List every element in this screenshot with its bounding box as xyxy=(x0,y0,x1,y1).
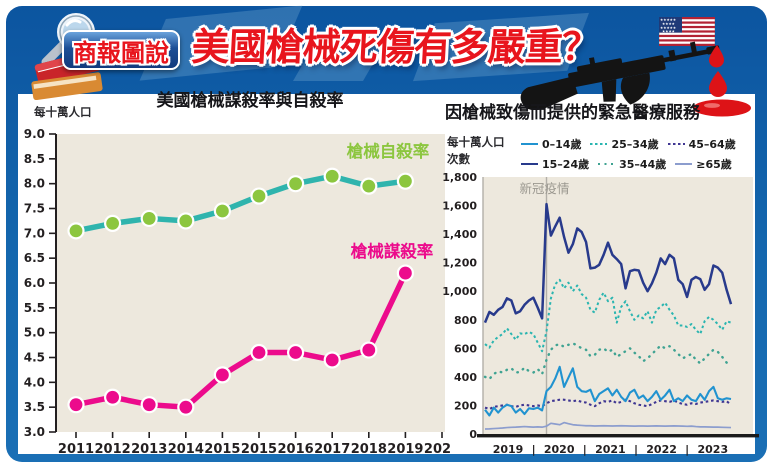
svg-text:新冠疫情: 新冠疫情 xyxy=(519,181,569,196)
svg-text:7.0: 7.0 xyxy=(24,226,45,240)
svg-text:槍械自殺率: 槍械自殺率 xyxy=(347,141,430,161)
legend-mark-icon xyxy=(675,162,693,166)
svg-text:★★★★★: ★★★★★ xyxy=(660,18,676,22)
svg-text:2021: 2021 xyxy=(595,443,626,456)
svg-text:4.0: 4.0 xyxy=(24,375,45,389)
svg-text:|: | xyxy=(532,443,536,456)
gun-homicide-suicide-chart: 9.0 8.5 8.0 7.5 7.0 6.5 6.0 5.5 5.0 4.5 4.0 3.5 3.0 2… xyxy=(24,127,450,457)
svg-text:1,600: 1,600 xyxy=(442,200,477,213)
svg-text:|: | xyxy=(685,443,689,456)
svg-text:1,200: 1,200 xyxy=(442,257,477,270)
svg-text:600: 600 xyxy=(454,342,477,355)
svg-text:200: 200 xyxy=(454,399,477,412)
legend-label: 35–44歲 xyxy=(619,158,667,171)
legend-item: 0–14歲 xyxy=(521,136,581,152)
svg-text:|: | xyxy=(583,443,587,456)
right-chart-unit-line1: 每十萬人口 xyxy=(447,135,505,149)
legend-label: 0–14歲 xyxy=(542,138,582,151)
svg-text:5.0: 5.0 xyxy=(24,326,45,340)
right-chart-unit-label: 每十萬人口 次數 xyxy=(447,134,505,167)
us-flag-icon: ★★★★★★★★★ ★★★★★★★★★ xyxy=(659,17,715,46)
legend-item: 15–24歲 xyxy=(521,156,589,172)
legend-row: 15–24歲 35–44歲 ≥65歲 xyxy=(521,156,767,172)
svg-text:2012: 2012 xyxy=(95,442,131,457)
legend-item: 45–64歲 xyxy=(667,136,736,152)
legend-label: 15–24歲 xyxy=(542,158,590,171)
svg-text:2022: 2022 xyxy=(646,443,677,456)
svg-text:2019: 2019 xyxy=(493,443,524,456)
svg-text:2023: 2023 xyxy=(697,443,728,456)
legend-label: ≥65歲 xyxy=(696,158,732,171)
svg-text:★★★★: ★★★★ xyxy=(662,22,675,26)
svg-text:9.0: 9.0 xyxy=(24,127,45,141)
legend-label: 25–34歲 xyxy=(611,138,659,151)
svg-text:2011: 2011 xyxy=(58,442,94,457)
rifle-icon xyxy=(520,41,720,110)
ed-visits-chart: 新冠疫情 1,800 1,600 1,400 1,200 1,000 800 600 400 20… xyxy=(442,171,759,456)
svg-text:8.5: 8.5 xyxy=(24,152,45,166)
legend-item: 35–44歲 xyxy=(598,156,666,172)
svg-text:1,800: 1,800 xyxy=(442,171,477,184)
svg-text:2020: 2020 xyxy=(424,442,450,457)
svg-text:★★★★★: ★★★★★ xyxy=(660,26,676,30)
svg-text:400: 400 xyxy=(454,371,477,384)
left-chart-title: 美國槍械謀殺率與自殺率 xyxy=(156,91,344,111)
svg-text:5.5: 5.5 xyxy=(24,301,45,315)
svg-text:槍械謀殺率: 槍械謀殺率 xyxy=(351,241,434,261)
legend-item: 25–34歲 xyxy=(590,136,659,152)
svg-text:2015: 2015 xyxy=(204,442,240,457)
svg-text:2018: 2018 xyxy=(351,442,387,457)
svg-text:2013: 2013 xyxy=(131,442,167,457)
svg-text:8.0: 8.0 xyxy=(24,177,45,191)
svg-text:0: 0 xyxy=(469,428,477,441)
legend-mark-icon xyxy=(667,142,685,146)
blood-drip-icon xyxy=(693,45,751,117)
right-chart-unit-line2: 次數 xyxy=(447,151,470,166)
svg-text:6.0: 6.0 xyxy=(24,276,45,290)
legend-item: ≥65歲 xyxy=(675,156,732,172)
svg-text:2020: 2020 xyxy=(544,443,575,456)
right-chart-title: 因槍械致傷而提供的緊急醫療服務 xyxy=(445,103,700,123)
legend-label: 45–64歲 xyxy=(688,138,736,151)
svg-text:1,000: 1,000 xyxy=(442,285,477,298)
left-chart-unit-label: 每十萬人口 xyxy=(34,105,92,119)
age-group-legend: 0–14歲 25–34歲 45–64歲 15–24歲 35–44歲 ≥65歲 xyxy=(521,136,767,176)
svg-text:2014: 2014 xyxy=(168,442,204,457)
svg-text:4.5: 4.5 xyxy=(24,351,45,365)
svg-text:★★★★: ★★★★ xyxy=(662,29,675,33)
svg-text:2019: 2019 xyxy=(387,442,423,457)
brand-badge-label: 商報圖說 xyxy=(73,38,169,67)
svg-text:2016: 2016 xyxy=(278,442,314,457)
svg-text:|: | xyxy=(634,443,638,456)
svg-text:1,400: 1,400 xyxy=(442,228,477,241)
svg-text:7.5: 7.5 xyxy=(24,202,45,216)
svg-text:3.0: 3.0 xyxy=(24,425,45,439)
svg-text:800: 800 xyxy=(454,314,477,327)
legend-mark-icon xyxy=(521,142,538,146)
brand-badge: 商報圖說 xyxy=(62,30,180,70)
legend-row: 0–14歲 25–34歲 45–64歲 xyxy=(521,136,767,152)
svg-text:6.5: 6.5 xyxy=(24,251,45,265)
legend-mark-icon xyxy=(590,142,608,146)
svg-text:2017: 2017 xyxy=(314,442,350,457)
svg-text:3.5: 3.5 xyxy=(24,400,45,414)
legend-mark-icon xyxy=(598,162,616,166)
svg-text:2015: 2015 xyxy=(241,442,277,457)
legend-mark-icon xyxy=(521,162,538,166)
